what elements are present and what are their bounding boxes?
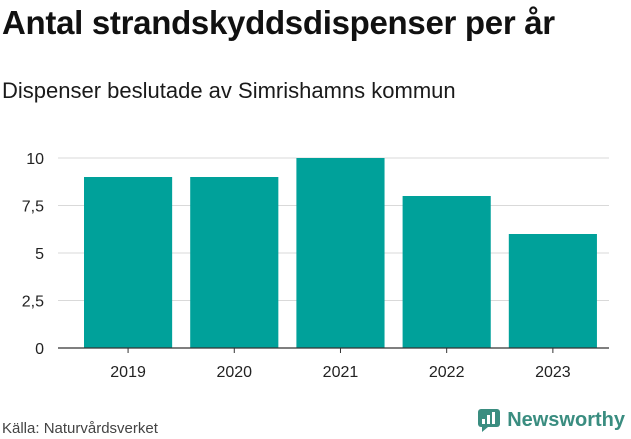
brand-logo: Newsworthy: [477, 408, 625, 432]
x-tick-label: 2022: [429, 364, 465, 381]
bar: [296, 158, 385, 348]
bar: [508, 234, 597, 348]
y-tick-label: 7,5: [22, 199, 44, 216]
chart-subtitle: Dispenser beslutade av Simrishamns kommu…: [2, 78, 456, 103]
source-note: Källa: Naturvårdsverket: [2, 420, 158, 437]
y-tick-label: 10: [26, 151, 44, 168]
x-tick-label: 2021: [323, 364, 359, 381]
x-tick-label: 2019: [110, 364, 146, 381]
x-tick-label: 2020: [216, 364, 252, 381]
newsworthy-logo-icon: [478, 409, 501, 432]
y-tick-label: 2,5: [22, 294, 44, 311]
bar: [190, 177, 279, 348]
y-tick-label: 0: [35, 341, 44, 358]
bar: [84, 177, 173, 348]
x-tick-label: 2023: [535, 364, 571, 381]
brand-name: Newsworthy: [507, 408, 625, 431]
bar: [402, 196, 491, 348]
y-tick-label: 5: [35, 246, 44, 263]
chart-title: Antal strandskyddsdispenser per år: [2, 4, 555, 41]
